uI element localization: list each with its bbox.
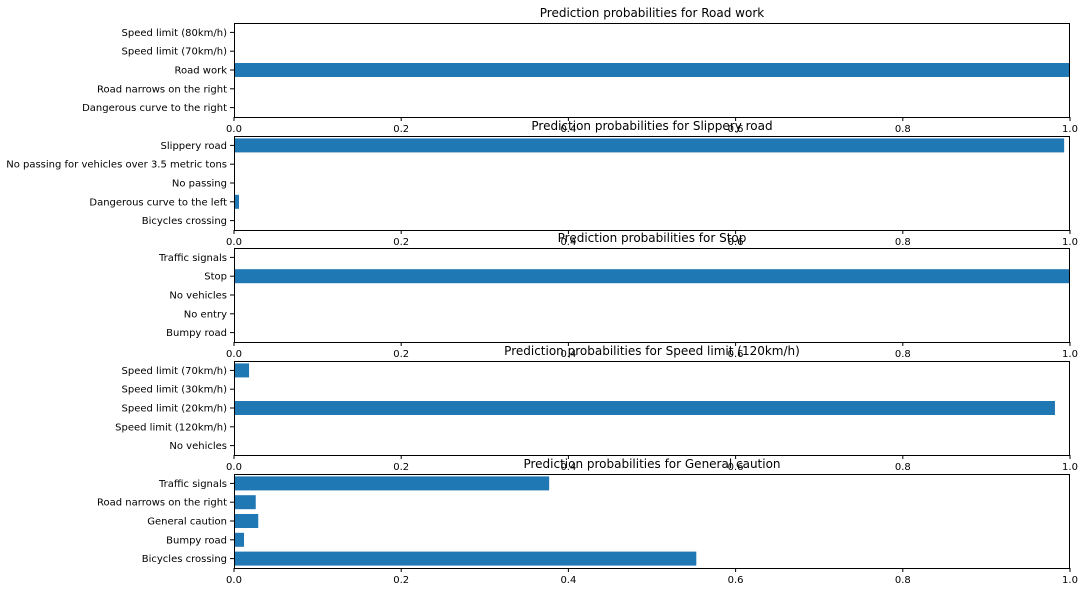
axes-frame bbox=[234, 474, 1070, 569]
category-label: Speed limit (70km/h) bbox=[122, 47, 228, 58]
category-label: Stop bbox=[204, 272, 227, 283]
subplot-5: Traffic signals Road narrows on the right… bbox=[97, 457, 1078, 586]
subplot-2: Slippery road No passing for vehicles ove… bbox=[6, 119, 1078, 248]
bar-3-2 bbox=[234, 269, 1070, 284]
category-label: Speed limit (70km/h) bbox=[122, 366, 228, 377]
xtick-label: 0.0 bbox=[226, 349, 242, 360]
xtick-label: 0.4 bbox=[560, 124, 576, 135]
xtick-label: 0.6 bbox=[728, 124, 744, 135]
axes-frame bbox=[234, 23, 1070, 118]
category-label: Traffic signals bbox=[158, 479, 227, 490]
chart-title: Prediction probabilities for Slippery ro… bbox=[531, 119, 772, 133]
subplot-4: Speed limit (70km/h) Speed limit (30km/h)… bbox=[115, 344, 1078, 473]
xtick-label: 0.6 bbox=[728, 575, 744, 586]
xtick-label: 0.4 bbox=[560, 575, 576, 586]
xtick-label: 0.4 bbox=[560, 462, 576, 473]
category-label: Bumpy road bbox=[166, 535, 227, 546]
axes-frame bbox=[234, 361, 1070, 456]
chart-title: Prediction probabilities for General cau… bbox=[523, 457, 780, 471]
xtick-label: 0.8 bbox=[895, 124, 911, 135]
xtick-label: 1.0 bbox=[1062, 237, 1078, 248]
category-label: Speed limit (20km/h) bbox=[122, 404, 228, 415]
category-label: Dangerous curve to the right bbox=[82, 103, 227, 114]
xtick-label: 0.2 bbox=[393, 124, 409, 135]
bar-5-4 bbox=[234, 532, 245, 547]
xtick-label: 0.6 bbox=[728, 462, 744, 473]
category-label: Road narrows on the right bbox=[97, 498, 227, 509]
category-label: No passing bbox=[172, 179, 227, 190]
xtick-label: 0.8 bbox=[895, 462, 911, 473]
bar-2-4 bbox=[234, 194, 240, 209]
xtick-label: 0.2 bbox=[393, 237, 409, 248]
xtick-label: 0.6 bbox=[728, 237, 744, 248]
xtick-label: 0.8 bbox=[895, 237, 911, 248]
bar-4-3 bbox=[234, 401, 1055, 415]
bar-5-3 bbox=[234, 514, 259, 528]
chart-title: Prediction probabilities for Road work bbox=[540, 6, 764, 20]
xtick-label: 0.4 bbox=[560, 349, 576, 360]
category-label: Bicycles crossing bbox=[142, 216, 227, 227]
category-label: No vehicles bbox=[169, 441, 227, 452]
category-label: Speed limit (120km/h) bbox=[115, 422, 227, 433]
bar-2-1 bbox=[234, 138, 1065, 153]
bar-5-2 bbox=[234, 495, 256, 510]
subplot-3: Traffic signals Stop No vehicles No entry Bu… bbox=[158, 231, 1078, 360]
category-label: Road work bbox=[175, 66, 228, 77]
category-label: Speed limit (30km/h) bbox=[122, 385, 228, 396]
category-label: Slippery road bbox=[161, 141, 227, 152]
xtick-label: 0.2 bbox=[393, 575, 409, 586]
xtick-label: 0.2 bbox=[393, 462, 409, 473]
category-label: Dangerous curve to the left bbox=[89, 197, 227, 208]
category-label: General caution bbox=[147, 517, 227, 528]
xtick-label: 0.0 bbox=[226, 124, 242, 135]
xtick-label: 1.0 bbox=[1062, 124, 1078, 135]
xtick-label: 1.0 bbox=[1062, 349, 1078, 360]
xtick-label: 0.8 bbox=[895, 349, 911, 360]
xtick-label: 0.2 bbox=[393, 349, 409, 360]
xtick-label: 0.4 bbox=[560, 237, 576, 248]
category-label: Bicycles crossing bbox=[142, 554, 227, 565]
bar-5-1 bbox=[234, 476, 550, 491]
chart-title: Prediction probabilities for Stop bbox=[558, 231, 747, 245]
category-label: No passing for vehicles over 3.5 metric … bbox=[6, 160, 227, 171]
category-label: Bumpy road bbox=[166, 328, 227, 339]
bar-5-5 bbox=[234, 551, 697, 566]
category-label: Road narrows on the right bbox=[97, 84, 227, 95]
xtick-label: 0.0 bbox=[226, 575, 242, 586]
chart-title: Prediction probabilities for Speed limit… bbox=[504, 344, 800, 358]
category-label: Traffic signals bbox=[158, 253, 227, 264]
xtick-label: 1.0 bbox=[1062, 575, 1078, 586]
xtick-label: 0.8 bbox=[895, 575, 911, 586]
axes-frame bbox=[234, 136, 1070, 231]
xtick-label: 0.6 bbox=[728, 349, 744, 360]
axes-frame bbox=[234, 248, 1070, 343]
xtick-label: 0.0 bbox=[226, 462, 242, 473]
category-label: Speed limit (80km/h) bbox=[122, 28, 228, 39]
bar-4-1 bbox=[234, 363, 250, 378]
bar-1-3 bbox=[234, 63, 1070, 77]
category-label: No vehicles bbox=[169, 291, 227, 302]
subplot-1: Speed limit (80km/h) Speed limit (70km/h)… bbox=[82, 6, 1078, 135]
xtick-label: 0.0 bbox=[226, 237, 242, 248]
xtick-label: 1.0 bbox=[1062, 462, 1078, 473]
category-label: No entry bbox=[184, 309, 227, 320]
